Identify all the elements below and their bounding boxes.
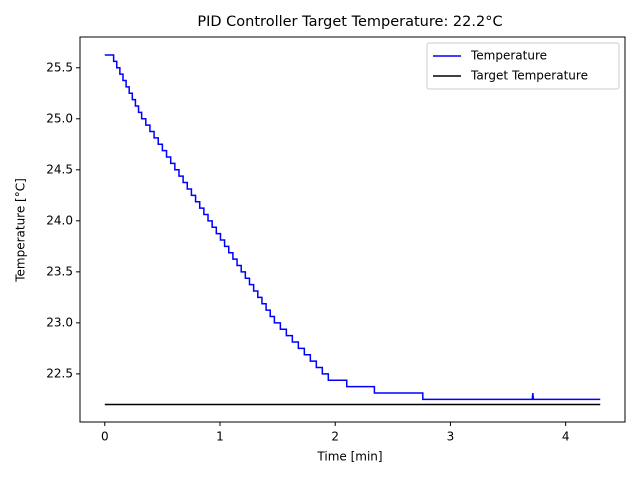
x-tick-label: 0 bbox=[101, 430, 109, 444]
y-tick-label: 23.5 bbox=[46, 264, 73, 278]
y-axis-label: Temperature [°C] bbox=[14, 178, 28, 283]
legend-label: Temperature bbox=[470, 49, 547, 63]
x-tick-label: 1 bbox=[216, 430, 224, 444]
x-axis-label: Time [min] bbox=[316, 450, 382, 464]
y-tick-label: 25.5 bbox=[46, 60, 73, 74]
line-series bbox=[104, 54, 601, 401]
plot-frame bbox=[79, 36, 626, 423]
x-tick-label: 4 bbox=[562, 430, 570, 444]
y-tick-label: 23.0 bbox=[46, 315, 73, 329]
legend-label: Target Temperature bbox=[470, 69, 588, 83]
y-tick-label: 22.5 bbox=[46, 366, 73, 380]
y-tick-label: 24.5 bbox=[46, 162, 73, 176]
x-tick-label: 2 bbox=[331, 430, 339, 444]
y-tick-label: 25.0 bbox=[46, 111, 73, 125]
legend-box bbox=[426, 42, 620, 90]
y-tick-label: 24.0 bbox=[46, 213, 73, 227]
chart-title: PID Controller Target Temperature: 22.2°… bbox=[197, 14, 502, 30]
x-tick-label: 3 bbox=[447, 430, 455, 444]
